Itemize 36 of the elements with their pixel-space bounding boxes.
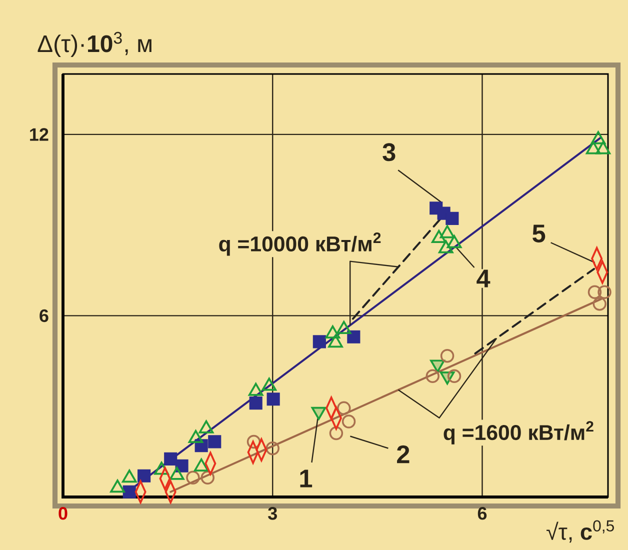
point <box>440 349 454 363</box>
point <box>138 469 151 482</box>
text: 3 <box>382 143 396 162</box>
point <box>446 212 459 225</box>
x-tick-label: 3 <box>268 507 277 520</box>
point <box>266 441 280 456</box>
x-tick-label: 0 <box>58 507 68 520</box>
point <box>208 435 222 448</box>
point <box>175 459 188 472</box>
annotation: q =1600 кВт/м$^{2}$ <box>444 421 594 444</box>
point <box>186 470 200 485</box>
point <box>592 297 606 311</box>
series-label: 5 <box>532 224 546 242</box>
point <box>329 426 344 440</box>
point <box>347 330 360 344</box>
y-tick-label: 12 <box>30 128 48 141</box>
series-label: 4 <box>476 270 490 288</box>
point <box>337 401 351 416</box>
point <box>246 434 261 449</box>
point <box>588 285 602 300</box>
point <box>200 470 215 485</box>
x-axis-title: √τ, с$^{0,5}$ <box>546 520 614 543</box>
text: 1 <box>300 470 312 488</box>
point <box>426 369 440 384</box>
point <box>598 285 612 300</box>
point <box>342 414 356 428</box>
x-tick-label: 6 <box>478 507 487 520</box>
y-axis-title: Δ(τ)·10$^{3}$, м <box>38 32 152 57</box>
series-label: 2 <box>397 445 410 464</box>
point <box>164 452 178 466</box>
point <box>266 392 280 406</box>
point <box>249 396 262 410</box>
annotation: q =10000 кВт/м$^{2}$ <box>219 232 381 256</box>
point <box>122 485 136 498</box>
point <box>447 369 462 384</box>
point <box>312 335 326 348</box>
